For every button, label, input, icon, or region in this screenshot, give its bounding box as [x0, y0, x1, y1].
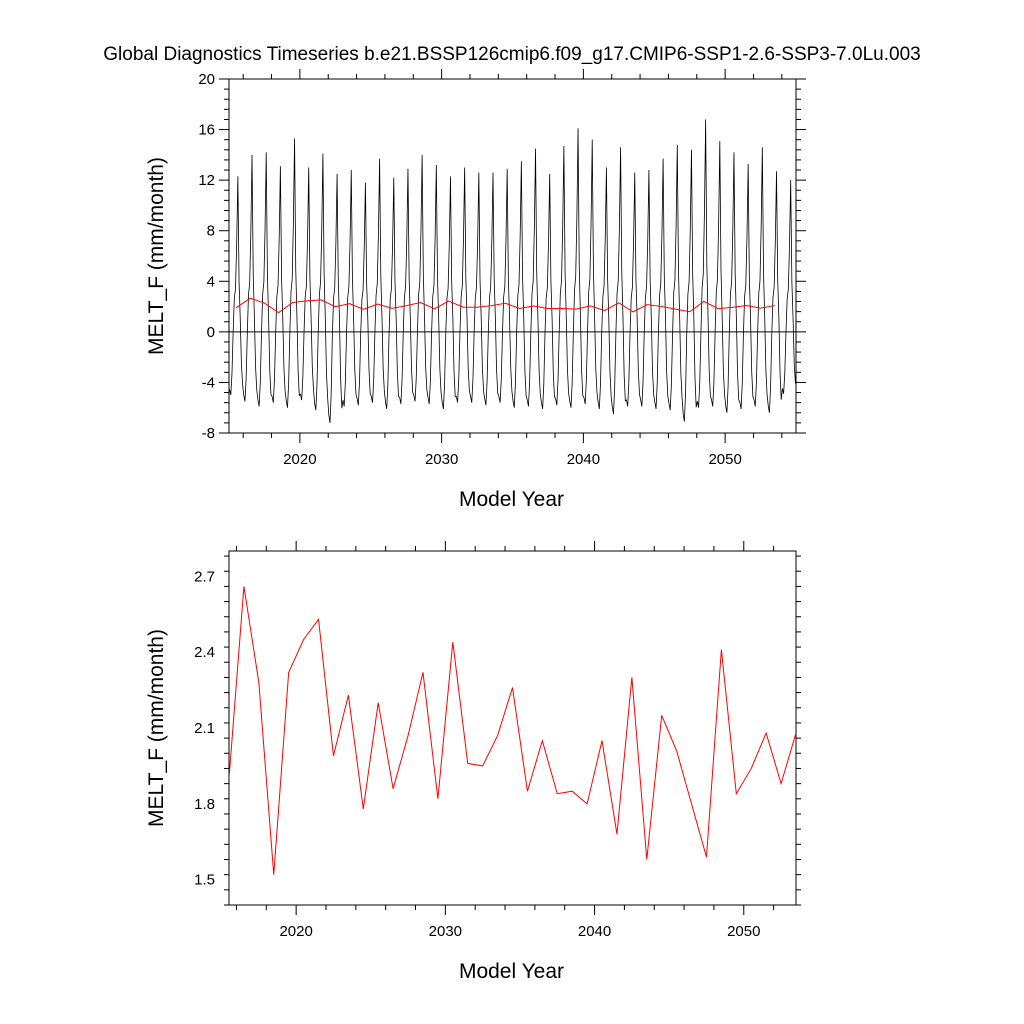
bottom-x-tick-label: 2020 — [279, 923, 312, 940]
bottom-y-tick-label: 1.5 — [194, 872, 215, 889]
bottom-panel: 2020 2030 2040 2050 1.5 1.8 2.1 2.4 2.7 Model Yea… — [145, 541, 801, 983]
top-y-tick-label: -8 — [202, 425, 215, 442]
bottom-plot-area — [229, 586, 796, 875]
top-plot-frame — [228, 78, 797, 434]
figure-title: Global Diagnostics Timeseries b.e21.BSSP… — [103, 44, 921, 65]
top-plot-area — [229, 119, 796, 423]
top-x-tick-label: 2030 — [425, 451, 458, 468]
top-x-tick-label: 2020 — [283, 451, 316, 468]
top-y-tick-label: 4 — [207, 273, 215, 290]
top-panel: 2020 2030 2040 2050 -8 -4 0 4 8 12 16 20 Model Year M… — [145, 69, 806, 511]
top-y-tick-label: 20 — [198, 71, 215, 88]
bottom-annual-mean-line — [229, 586, 796, 875]
bottom-y-tick-label: 1.8 — [194, 796, 215, 813]
top-x-axis-title: Model Year — [459, 488, 564, 511]
top-x-tick-label: 2050 — [708, 451, 741, 468]
top-annual-mean-line — [235, 297, 775, 314]
bottom-x-axis-title: Model Year — [459, 960, 564, 983]
bottom-y-axis-title: MELT_F (mm/month) — [145, 629, 168, 827]
bottom-y-tick-label: 2.7 — [194, 568, 215, 585]
top-y-tick-label: 16 — [198, 122, 215, 139]
top-y-axis-title: MELT_F (mm/month) — [145, 157, 168, 355]
top-x-tick-label: 2040 — [567, 451, 600, 468]
top-y-tick-label: 12 — [198, 172, 215, 189]
bottom-y-tick-label: 2.1 — [194, 720, 215, 737]
bottom-x-tick-label: 2040 — [578, 923, 611, 940]
bottom-x-tick-label: 2050 — [727, 923, 760, 940]
top-y-tick-label: 8 — [207, 223, 215, 240]
bottom-y-tick-label: 2.4 — [194, 644, 215, 661]
bottom-plot-frame — [228, 550, 797, 906]
top-y-tick-label: -4 — [202, 374, 215, 391]
top-y-tick-label: 0 — [207, 324, 215, 341]
top-monthly-series-line — [229, 119, 796, 423]
bottom-x-tick-label: 2030 — [429, 923, 462, 940]
